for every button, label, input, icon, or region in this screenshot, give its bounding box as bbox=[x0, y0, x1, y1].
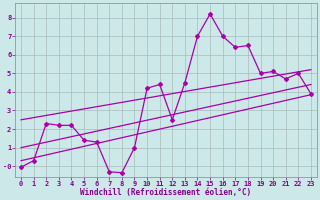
X-axis label: Windchill (Refroidissement éolien,°C): Windchill (Refroidissement éolien,°C) bbox=[80, 188, 252, 197]
